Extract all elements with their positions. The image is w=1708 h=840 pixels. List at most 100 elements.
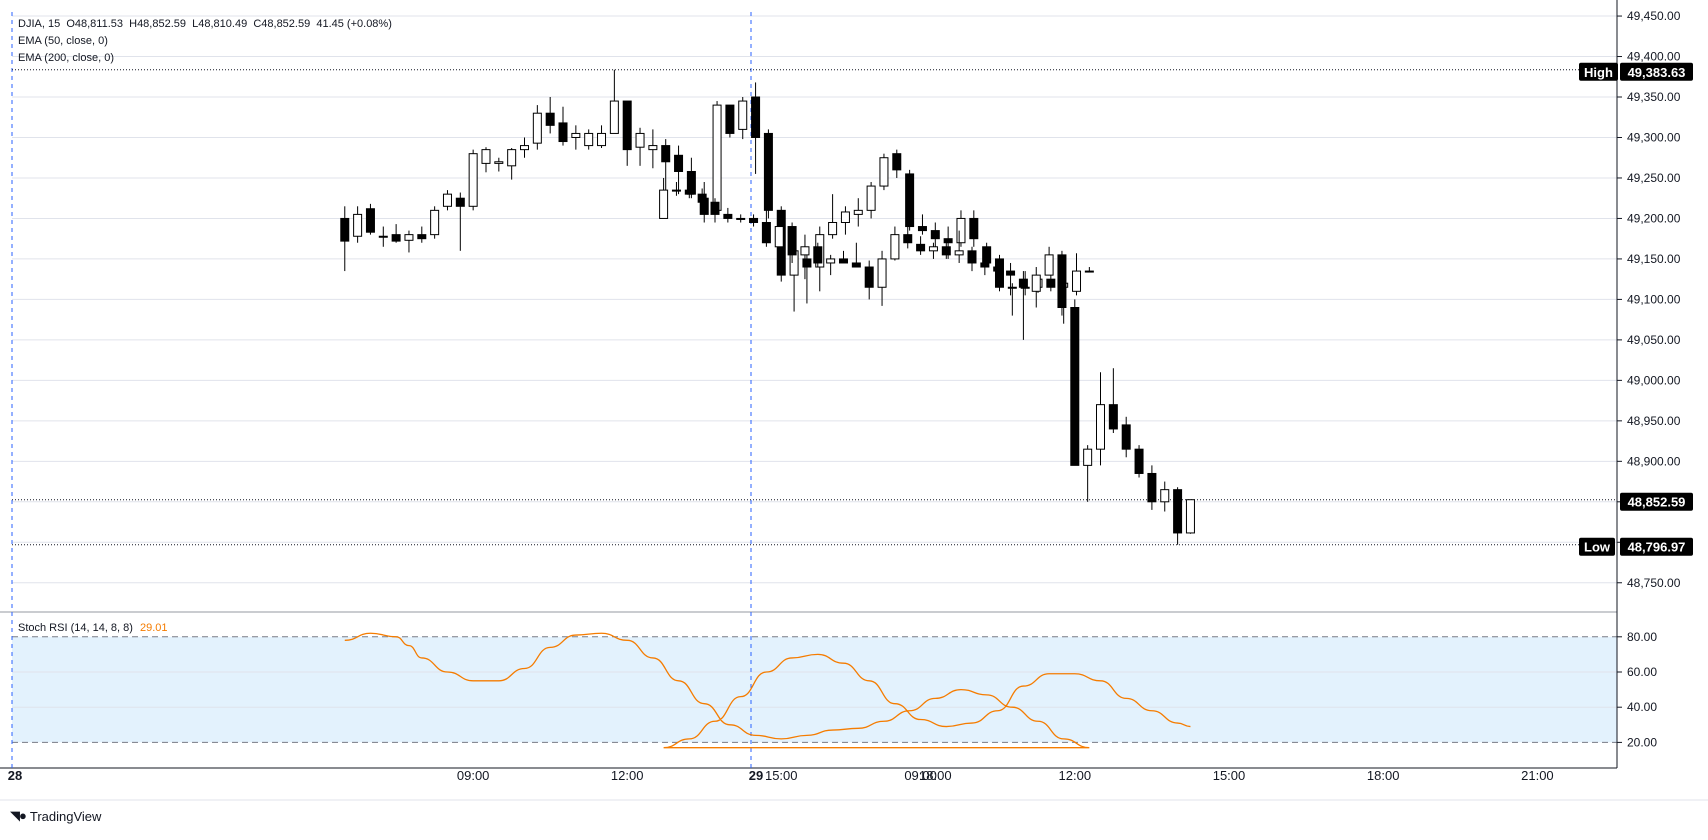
candle-body[interactable]: [507, 149, 517, 167]
candle-body[interactable]: [761, 221, 771, 244]
candle-body[interactable]: [725, 104, 735, 134]
candle-body[interactable]: [877, 258, 887, 288]
candle-body[interactable]: [826, 258, 836, 264]
candle-body[interactable]: [1173, 489, 1183, 534]
candle-body[interactable]: [980, 262, 990, 268]
candle-body[interactable]: [751, 96, 761, 138]
candle-body[interactable]: [661, 145, 671, 163]
candle-body[interactable]: [723, 213, 733, 219]
candle-body[interactable]: [340, 217, 350, 242]
candle-body[interactable]: [930, 230, 940, 240]
candle-body[interactable]: [840, 211, 850, 223]
candle-body[interactable]: [982, 246, 992, 264]
candle-body[interactable]: [365, 208, 375, 233]
candle-body[interactable]: [890, 234, 900, 260]
ema50-legend[interactable]: EMA (50, close, 0): [18, 35, 108, 47]
candle-body[interactable]: [597, 132, 607, 147]
candle-body[interactable]: [839, 258, 848, 264]
candle-body[interactable]: [736, 217, 746, 220]
candle-body[interactable]: [710, 201, 720, 215]
candle-body[interactable]: [1185, 499, 1195, 534]
candle-body[interactable]: [468, 153, 478, 207]
candle-body[interactable]: [442, 193, 452, 207]
candle-body[interactable]: [956, 217, 966, 244]
candle-body[interactable]: [917, 226, 927, 232]
candle-body[interactable]: [674, 154, 684, 172]
candle-body[interactable]: [481, 149, 491, 164]
candle-body[interactable]: [1096, 404, 1105, 450]
candle-body[interactable]: [1134, 448, 1144, 474]
candle-body[interactable]: [1083, 448, 1093, 466]
candle-body[interactable]: [851, 262, 861, 268]
candle-body[interactable]: [545, 112, 555, 126]
candle-body[interactable]: [916, 243, 926, 252]
candle-body[interactable]: [417, 234, 427, 240]
candle-body[interactable]: [787, 226, 797, 256]
candle-body[interactable]: [391, 234, 401, 242]
stoch-rsi-legend[interactable]: Stoch RSI (14, 14, 8, 8) 29.01: [18, 622, 168, 634]
candle-body[interactable]: [1147, 472, 1157, 503]
candle-body[interactable]: [941, 246, 951, 256]
candle-body[interactable]: [1031, 274, 1041, 292]
candle-body[interactable]: [800, 246, 810, 256]
candle-body[interactable]: [1007, 286, 1017, 289]
candle-body[interactable]: [1044, 254, 1054, 276]
candle-body[interactable]: [532, 112, 542, 144]
candle-body[interactable]: [659, 189, 669, 219]
candle-body[interactable]: [520, 145, 529, 151]
candle-body[interactable]: [903, 234, 913, 244]
candle-body[interactable]: [684, 189, 694, 195]
candle-body[interactable]: [774, 226, 784, 248]
candle-body[interactable]: [622, 100, 632, 151]
candle-body[interactable]: [455, 197, 465, 207]
candle-body[interactable]: [994, 258, 1004, 288]
candle-body[interactable]: [905, 173, 915, 228]
candle-body[interactable]: [967, 250, 977, 264]
candle-body[interactable]: [892, 153, 902, 171]
candle-body[interactable]: [1160, 489, 1170, 503]
candle-body[interactable]: [828, 221, 838, 236]
candle-body[interactable]: [1006, 270, 1016, 276]
candle-body[interactable]: [697, 193, 707, 203]
candle-body[interactable]: [928, 246, 938, 252]
candle-body[interactable]: [864, 266, 874, 288]
candle-body[interactable]: [866, 185, 876, 211]
candle-body[interactable]: [1018, 278, 1028, 288]
candle-body[interactable]: [1084, 270, 1094, 273]
candle-body[interactable]: [1108, 404, 1118, 430]
candle-body[interactable]: [1046, 278, 1056, 288]
candle-body[interactable]: [430, 209, 440, 236]
candle-body[interactable]: [609, 100, 619, 134]
candle-body[interactable]: [993, 266, 1003, 272]
candle-body[interactable]: [749, 217, 759, 223]
candle-body[interactable]: [494, 161, 504, 164]
candle-body[interactable]: [1070, 307, 1080, 466]
candle-body[interactable]: [1072, 270, 1082, 292]
candle-body[interactable]: [378, 235, 388, 238]
candle-body[interactable]: [404, 234, 414, 241]
candle-body[interactable]: [712, 104, 722, 211]
candle-body[interactable]: [763, 132, 773, 211]
candle-body[interactable]: [648, 145, 658, 151]
candle-body[interactable]: [558, 122, 568, 143]
candle-body[interactable]: [584, 132, 594, 147]
candle-body[interactable]: [353, 213, 363, 237]
ema200-legend[interactable]: EMA (200, close, 0): [18, 52, 114, 64]
stoch-rsi-line[interactable]: [344, 632, 1191, 749]
candle-body[interactable]: [969, 217, 979, 240]
candle-body[interactable]: [954, 250, 964, 256]
candle-body[interactable]: [879, 157, 889, 187]
candle-body[interactable]: [571, 132, 581, 138]
candle-body[interactable]: [853, 209, 863, 215]
candle-body[interactable]: [813, 246, 823, 264]
candle-body[interactable]: [635, 132, 645, 148]
candle-body[interactable]: [738, 100, 748, 130]
candle-body[interactable]: [1057, 254, 1067, 308]
candle-body[interactable]: [1121, 424, 1131, 450]
tradingview-brand[interactable]: ◥● TradingView: [10, 808, 101, 824]
candle-body[interactable]: [802, 258, 812, 268]
candle-body[interactable]: [943, 238, 953, 244]
candle-body[interactable]: [671, 189, 681, 192]
